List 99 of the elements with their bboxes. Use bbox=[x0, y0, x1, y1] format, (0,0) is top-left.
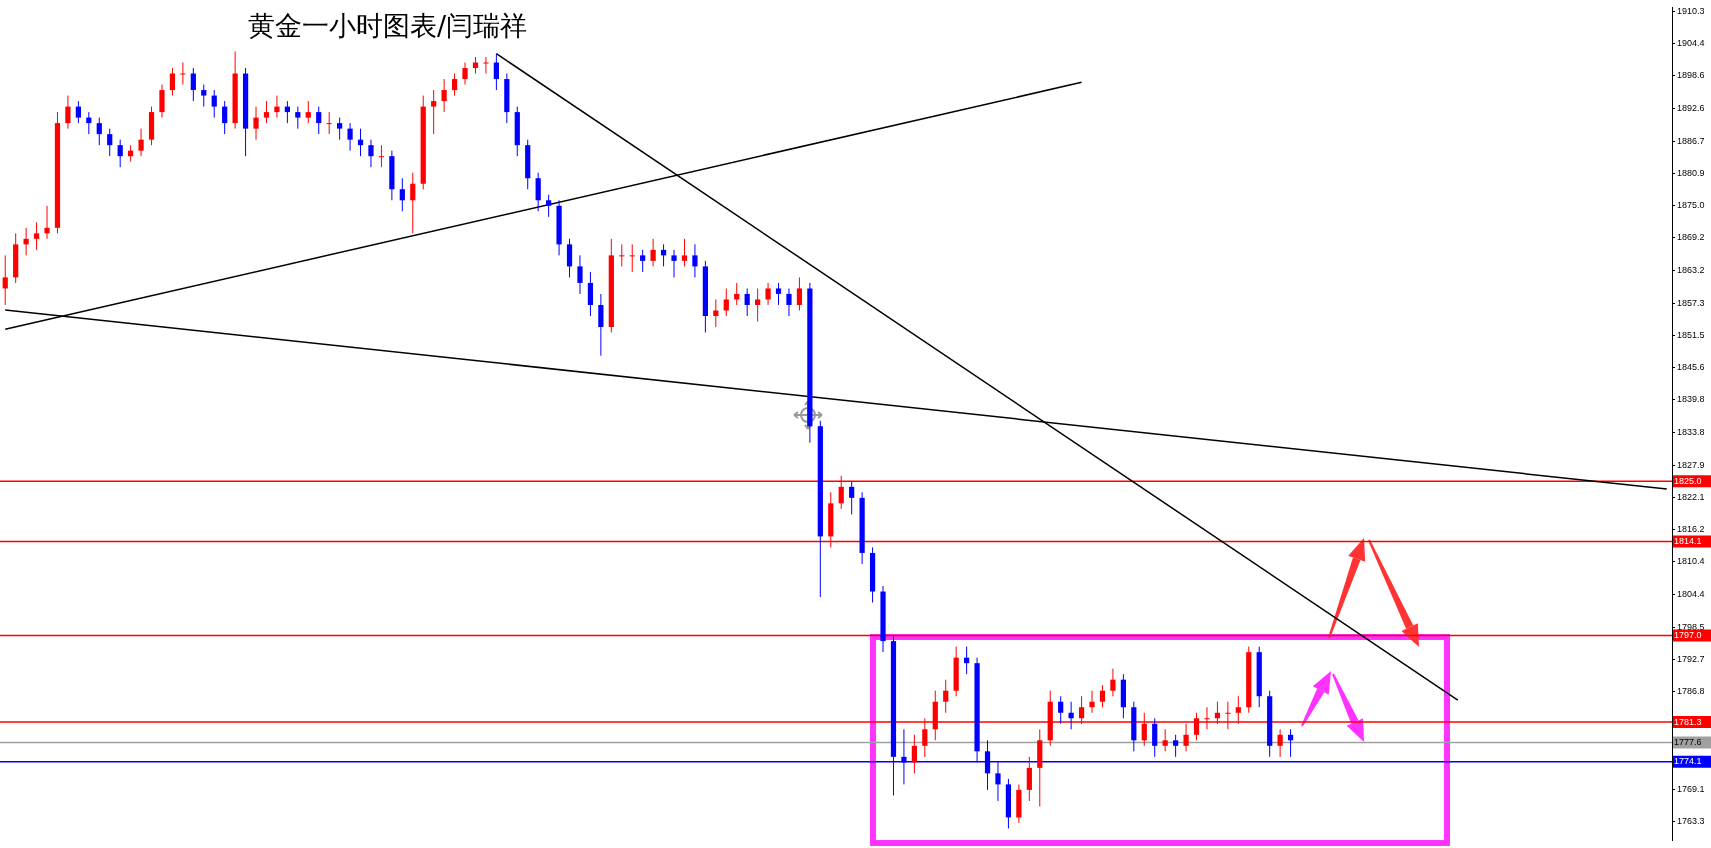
candlestick bbox=[640, 249, 646, 273]
y-tick-label: 1857.3 bbox=[1677, 297, 1705, 308]
y-tick-label: 1845.6 bbox=[1677, 362, 1705, 373]
y-tick-label: 1851.5 bbox=[1677, 329, 1705, 340]
ref-line-label: 1781.3 bbox=[1674, 716, 1702, 727]
y-tick-label: 1822.1 bbox=[1677, 491, 1705, 502]
candlestick bbox=[681, 238, 688, 267]
candlestick bbox=[190, 67, 196, 102]
candlestick bbox=[1110, 668, 1116, 697]
candlestick bbox=[1162, 728, 1168, 752]
candlestick bbox=[75, 100, 81, 124]
candlestick bbox=[2, 254, 8, 306]
y-tick-label: 1810.4 bbox=[1677, 556, 1705, 567]
candlestick bbox=[451, 73, 458, 97]
candlestick bbox=[378, 144, 385, 168]
candlestick bbox=[765, 282, 771, 306]
y-tick-label: 1892.6 bbox=[1677, 103, 1705, 114]
y-tick-label: 1875.0 bbox=[1677, 200, 1705, 211]
candlestick bbox=[911, 734, 917, 774]
candlestick bbox=[326, 111, 332, 135]
ref-line-label: 1774.1 bbox=[1674, 756, 1702, 767]
candlestick bbox=[566, 238, 573, 278]
candlestick bbox=[849, 480, 855, 515]
candlestick bbox=[577, 254, 583, 295]
candlestick bbox=[431, 89, 437, 135]
candlestick bbox=[483, 56, 489, 75]
candlestick bbox=[316, 106, 322, 135]
y-tick-label: 1763.3 bbox=[1677, 815, 1705, 826]
y-tick-label: 1880.9 bbox=[1677, 167, 1705, 178]
candlestick bbox=[1277, 728, 1283, 758]
candlestick bbox=[159, 84, 165, 119]
y-tick-label: 1798.5 bbox=[1677, 621, 1705, 632]
candlestick bbox=[671, 249, 677, 278]
candlestick bbox=[1026, 756, 1032, 802]
candlestick bbox=[587, 271, 594, 317]
candlestick bbox=[775, 282, 782, 306]
candlestick bbox=[692, 243, 698, 278]
y-tick-label: 1869.2 bbox=[1677, 232, 1705, 243]
candlestick bbox=[263, 100, 270, 124]
candlestick bbox=[138, 128, 144, 157]
candlestick bbox=[1089, 690, 1095, 714]
candlestick bbox=[96, 117, 102, 146]
candlestick bbox=[493, 53, 499, 91]
y-tick-label: 1839.8 bbox=[1677, 394, 1705, 405]
candlestick bbox=[295, 106, 301, 130]
candlestick bbox=[629, 243, 635, 273]
y-tick-label: 1910.3 bbox=[1677, 5, 1705, 16]
y-tick-label: 1886.7 bbox=[1677, 135, 1705, 146]
candlestick bbox=[713, 298, 719, 328]
y-tick-label: 1833.8 bbox=[1677, 427, 1705, 438]
candlestick bbox=[598, 293, 604, 357]
candlestick bbox=[33, 221, 40, 251]
candlestick bbox=[744, 287, 750, 317]
candlestick bbox=[723, 287, 729, 317]
candlestick bbox=[169, 67, 176, 97]
candlestick bbox=[546, 194, 552, 218]
ref-line-label: 1825.0 bbox=[1674, 475, 1702, 486]
candlestick bbox=[1058, 695, 1064, 725]
candlestick bbox=[796, 276, 803, 311]
candlestick bbox=[44, 205, 50, 240]
ref-line-label: 1777.6 bbox=[1674, 737, 1702, 747]
candlestick bbox=[1099, 684, 1106, 708]
y-tick-label: 1863.2 bbox=[1677, 265, 1705, 276]
candlestick bbox=[619, 243, 625, 267]
candlestick bbox=[337, 117, 343, 141]
y-tick-label: 1827.9 bbox=[1677, 459, 1705, 470]
y-tick-label: 1804.4 bbox=[1677, 589, 1705, 600]
candlestick bbox=[222, 100, 228, 135]
candlestick bbox=[1173, 734, 1179, 758]
candlestick bbox=[755, 287, 761, 322]
candlestick bbox=[410, 172, 416, 234]
y-tick-label: 1769.1 bbox=[1677, 783, 1705, 794]
candlestick bbox=[201, 84, 207, 108]
y-tick-label: 1786.8 bbox=[1677, 686, 1705, 697]
candlestick bbox=[211, 89, 217, 119]
candlestick bbox=[274, 95, 280, 119]
candlestick bbox=[117, 139, 123, 168]
candlestick bbox=[253, 106, 259, 141]
candlestick bbox=[441, 78, 447, 113]
candlestick bbox=[1152, 717, 1158, 758]
candlestick bbox=[943, 679, 949, 714]
candlestick bbox=[305, 100, 311, 124]
candlestick bbox=[399, 177, 405, 212]
candlestick bbox=[180, 62, 186, 86]
y-tick-label: 1792.7 bbox=[1677, 653, 1705, 664]
y-tick-label: 1898.6 bbox=[1677, 70, 1705, 81]
ref-line-label: 1797.0 bbox=[1674, 630, 1702, 641]
chart-title: 黄金一小时图表/闫瑞祥 bbox=[248, 10, 528, 42]
candlestick bbox=[535, 172, 541, 212]
y-tick-label: 1816.2 bbox=[1677, 524, 1705, 535]
ref-line-label: 1814.1 bbox=[1674, 535, 1702, 546]
candlestick bbox=[107, 128, 113, 157]
candlestick bbox=[650, 238, 656, 267]
candlestick bbox=[786, 287, 792, 317]
candlestick bbox=[462, 62, 468, 86]
candlestick bbox=[347, 122, 353, 152]
y-tick-label: 1904.4 bbox=[1677, 38, 1705, 49]
candlestick bbox=[65, 95, 71, 130]
candlestick bbox=[368, 139, 374, 168]
